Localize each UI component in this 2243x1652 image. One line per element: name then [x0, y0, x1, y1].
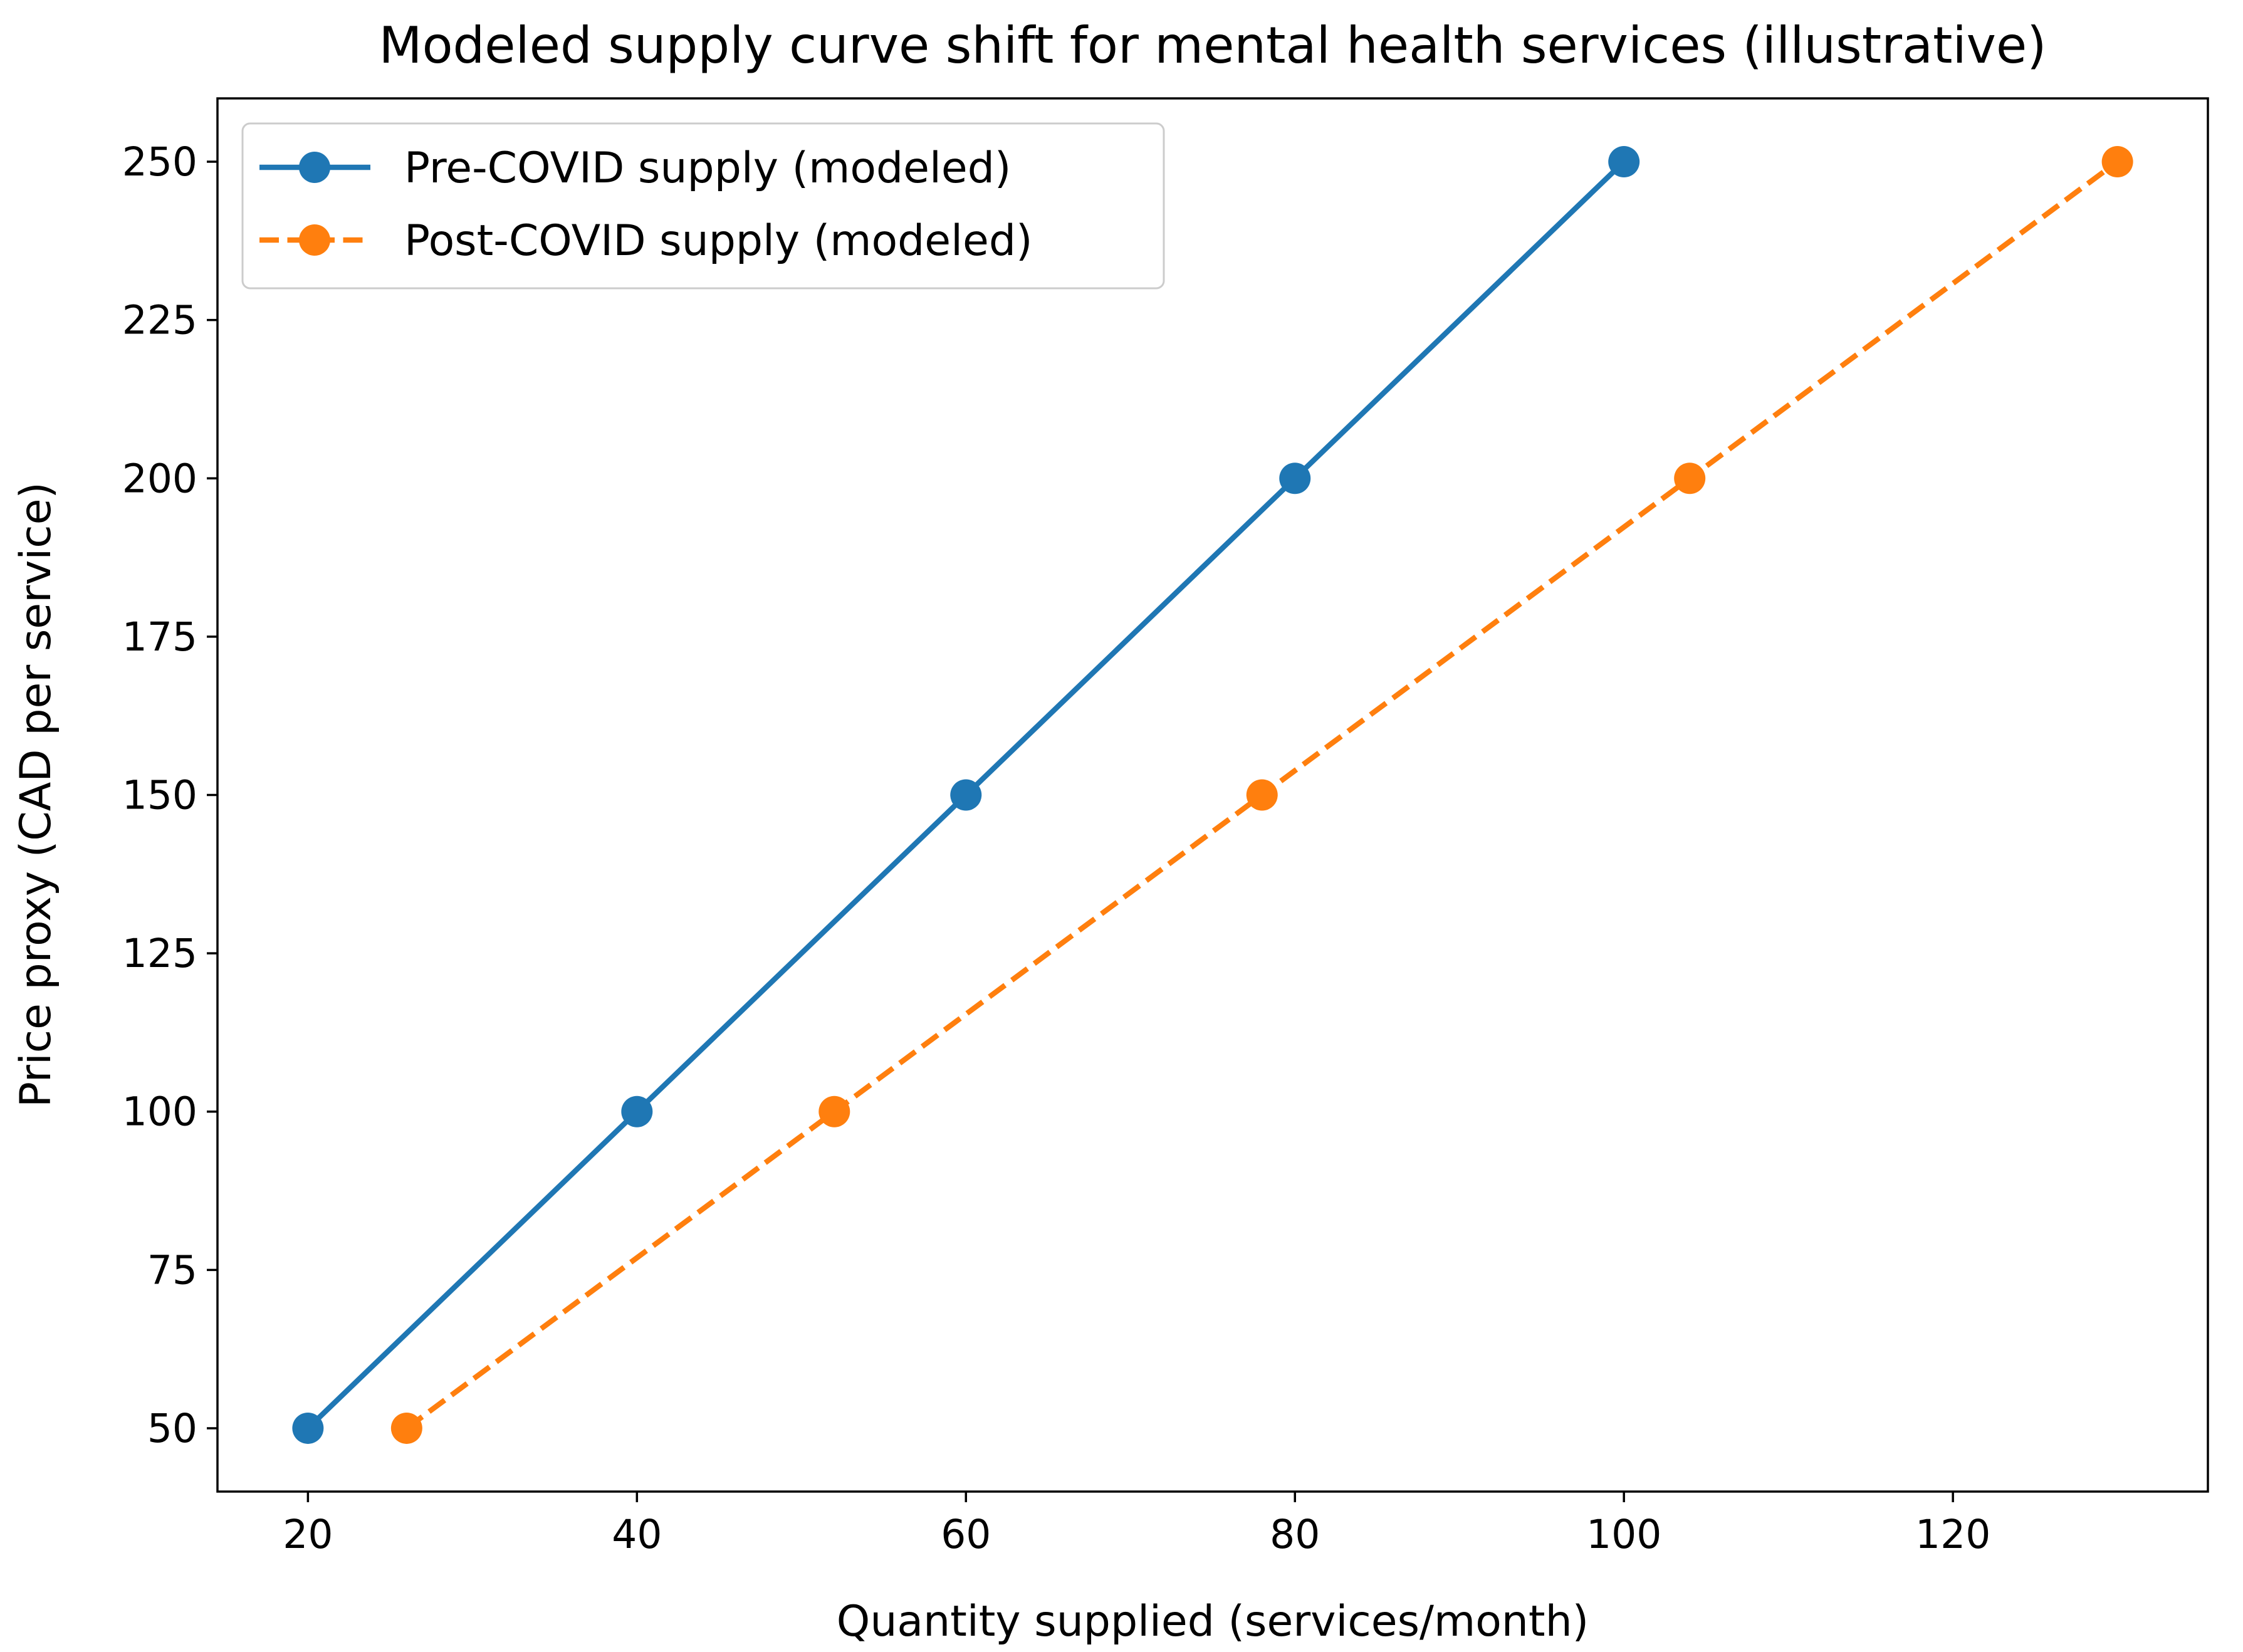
- x-axis-label: Quantity supplied (services/month): [837, 1597, 1589, 1646]
- series-2-point-2: [818, 1095, 850, 1127]
- y-axis: 50 75 100 125 150 175 200 225 250: [122, 139, 217, 1451]
- series-1-point-4: [1279, 463, 1311, 494]
- axes-frame: [216, 97, 2209, 1493]
- series-1-point-5: [1608, 146, 1640, 178]
- legend: Pre-COVID supply (modeled) Post-COVID sup…: [241, 122, 1165, 290]
- legend-label-1: Pre-COVID supply (modeled): [404, 144, 1011, 193]
- series-2-point-4: [1674, 463, 1706, 494]
- legend-frame: [241, 122, 1165, 290]
- x-tick-label: 120: [1915, 1512, 1990, 1557]
- legend-marker-2: [299, 224, 330, 256]
- y-axis-label: Price proxy (CAD per service): [11, 482, 61, 1107]
- series-1-point-3: [950, 779, 982, 811]
- y-tick-label: 150: [122, 773, 197, 818]
- y-tick-label: 175: [122, 614, 197, 660]
- chart-title: Modeled supply curve shift for mental he…: [379, 16, 2047, 75]
- x-tick-label: 40: [612, 1512, 662, 1557]
- series-1-point-2: [621, 1095, 653, 1127]
- plot-area: [292, 146, 2133, 1444]
- y-tick-label: 200: [122, 456, 197, 501]
- x-tick-label: 100: [1586, 1512, 1661, 1557]
- y-tick-label: 250: [122, 139, 197, 185]
- y-tick-label: 225: [122, 298, 197, 343]
- legend-marker-1: [299, 152, 330, 183]
- y-tick-label: 100: [122, 1089, 197, 1135]
- x-axis: 20 40 60 80 100 120: [283, 1492, 1990, 1557]
- series-2-point-5: [2101, 146, 2133, 178]
- x-tick-label: 80: [1270, 1512, 1320, 1557]
- y-tick-label: 50: [147, 1406, 197, 1451]
- series-1-point-1: [292, 1412, 324, 1444]
- series-2-point-1: [390, 1412, 422, 1444]
- y-tick-label: 75: [147, 1247, 197, 1293]
- legend-label-2: Post-COVID supply (modeled): [404, 216, 1033, 266]
- x-tick-label: 60: [941, 1512, 991, 1557]
- y-tick-label: 125: [122, 931, 197, 976]
- series-2-point-3: [1246, 779, 1278, 811]
- x-tick-label: 20: [283, 1512, 333, 1557]
